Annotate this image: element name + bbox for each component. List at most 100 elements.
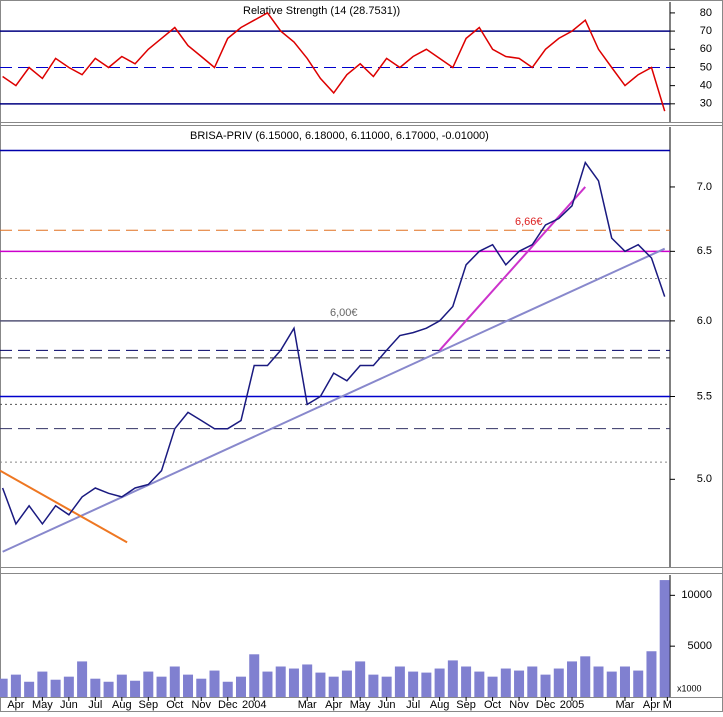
- trend-line: [0, 469, 128, 544]
- bar: [235, 676, 246, 697]
- bar: [646, 651, 657, 697]
- x-tick-label: May: [350, 699, 371, 711]
- bar: [103, 681, 114, 697]
- bar: [90, 678, 101, 697]
- y-tick-label: 5.5: [697, 390, 712, 402]
- y-tick-label: 10000: [681, 589, 712, 601]
- x-tick-label: Aug: [430, 699, 450, 711]
- x-tick-label: Jun: [60, 699, 78, 711]
- x-tick-label: 2005: [560, 699, 584, 711]
- bar: [328, 676, 339, 697]
- annotation: 6,00€: [330, 307, 358, 319]
- series-line: [2, 11, 666, 112]
- x-tick-label: Oct: [166, 699, 183, 711]
- bar: [183, 674, 194, 697]
- y-tick-label: 30: [700, 98, 712, 110]
- bar: [10, 674, 21, 697]
- x-tick-label: Apr: [643, 699, 660, 711]
- x-tick-label: Oct: [484, 699, 501, 711]
- bar: [540, 674, 551, 697]
- x-tick-label: Mar: [298, 699, 317, 711]
- bar: [606, 671, 617, 697]
- bar: [355, 661, 366, 697]
- y-tick-label: 80: [700, 7, 712, 19]
- bar: [24, 681, 35, 697]
- trend-line: [438, 186, 587, 352]
- bar: [421, 672, 432, 697]
- bar: [553, 668, 564, 697]
- x-tick-label: Apr: [325, 699, 342, 711]
- bar: [262, 671, 273, 697]
- x-tick-label: Mar: [616, 699, 635, 711]
- y-tick-label: 50: [700, 61, 712, 73]
- y-tick-label: 40: [700, 80, 712, 92]
- bar: [341, 670, 352, 697]
- panel-title: Relative Strength (14 (28.7531)): [243, 5, 400, 17]
- x-tick-label: Nov: [509, 699, 529, 711]
- x-tick-label: Jul: [406, 699, 420, 711]
- bar: [63, 676, 74, 697]
- bar: [209, 670, 220, 697]
- bar: [315, 672, 326, 697]
- annotation: 6,66€: [515, 216, 543, 228]
- bar: [288, 668, 299, 697]
- x-tick-label: Jun: [378, 699, 396, 711]
- bar: [659, 580, 670, 697]
- bar: [500, 668, 511, 697]
- bar: [514, 670, 525, 697]
- bar: [302, 664, 313, 697]
- x-tick-label: 2004: [242, 699, 266, 711]
- bar: [619, 666, 630, 697]
- bar: [249, 654, 260, 697]
- series-line: [1, 160, 666, 526]
- bar: [143, 671, 154, 697]
- panel-title: BRISA-PRIV (6.15000, 6.18000, 6.11000, 6…: [190, 130, 489, 142]
- bar: [156, 676, 167, 697]
- trend-line: [2, 247, 666, 553]
- bar: [447, 660, 458, 697]
- bar: [381, 676, 392, 697]
- x-tick-label: May: [32, 699, 53, 711]
- bar: [0, 678, 8, 697]
- x-tick-label: Aug: [112, 699, 132, 711]
- y-tick-label: 60: [700, 43, 712, 55]
- y-tick-label: 70: [700, 25, 712, 37]
- bar: [50, 679, 61, 697]
- y-tick-label: 5.0: [697, 473, 712, 485]
- bar: [196, 678, 207, 697]
- bar: [434, 668, 445, 697]
- bar: [474, 671, 485, 697]
- x-tick-label: Sep: [139, 699, 159, 711]
- x-tick-label: Nov: [191, 699, 211, 711]
- bar: [593, 666, 604, 697]
- bar: [633, 670, 644, 697]
- bar: [567, 661, 578, 697]
- bar: [169, 666, 180, 697]
- bar: [527, 666, 538, 697]
- bar: [37, 671, 48, 697]
- y-tick-label: 7.0: [697, 181, 712, 193]
- bar: [368, 674, 379, 697]
- y-tick-label: 6.5: [697, 245, 712, 257]
- bar: [394, 666, 405, 697]
- bar: [408, 671, 419, 697]
- bar: [130, 680, 141, 697]
- x-tick-label: Apr: [7, 699, 24, 711]
- unit-label: x1000: [677, 683, 702, 693]
- bar: [487, 676, 498, 697]
- bar: [222, 681, 233, 697]
- x-tick-label: Dec: [536, 699, 556, 711]
- bar: [461, 666, 472, 697]
- x-tick-label: Jul: [88, 699, 102, 711]
- x-tick-label: Sep: [456, 699, 476, 711]
- bar: [275, 666, 286, 697]
- x-tick-label: M: [663, 699, 672, 711]
- y-tick-label: 5000: [688, 640, 712, 652]
- x-tick-label: Dec: [218, 699, 238, 711]
- bar: [116, 674, 127, 697]
- bar: [580, 656, 591, 697]
- bar: [77, 661, 88, 697]
- y-tick-label: 6.0: [697, 315, 712, 327]
